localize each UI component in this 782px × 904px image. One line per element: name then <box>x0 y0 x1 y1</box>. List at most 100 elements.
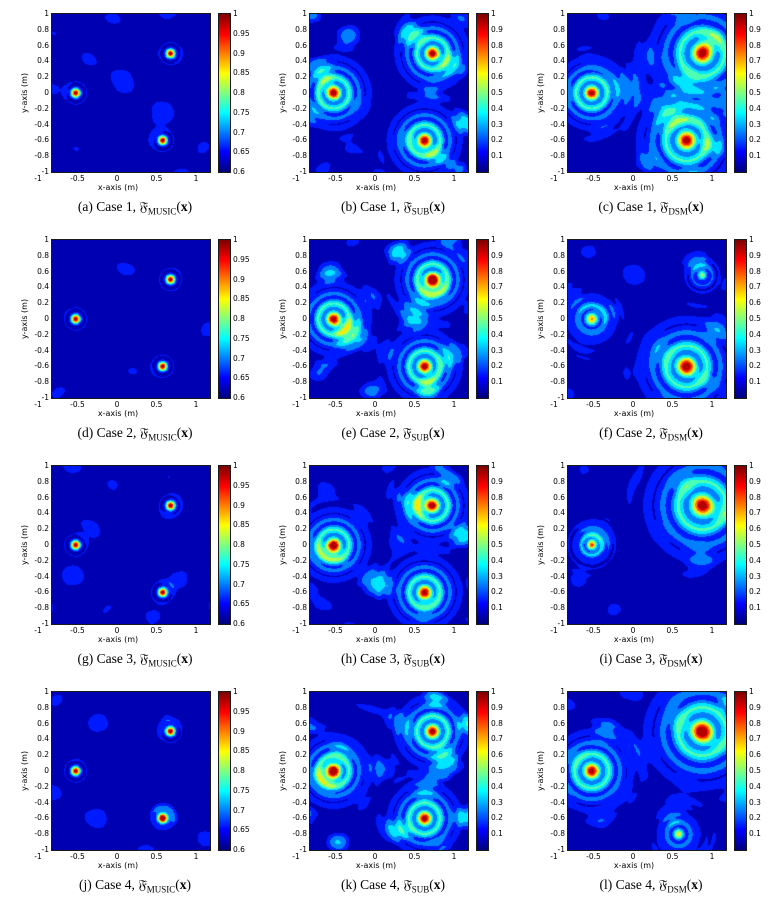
y-tick-label: -0.4 <box>550 345 565 355</box>
colorbar-tick-label: 0.1 <box>491 829 503 839</box>
subplot-panel: y-axis (m) 1 0.8 0.6 0.4 0.2 0 -0.2 -0.4 -0.6 -0.… <box>264 0 522 226</box>
y-tick-label: -1 <box>41 393 49 402</box>
x-axis-label: x-axis (m) <box>613 861 655 870</box>
colorbar-tick-label: 0.7 <box>233 127 245 137</box>
caption-open-paren: ( <box>175 877 180 892</box>
subplot-panel: y-axis (m) 1 0.8 0.6 0.4 0.2 0 -0.2 -0.4 -0.6 -0.… <box>522 0 780 226</box>
caption-prefix: (b) Case 1, <box>340 199 404 214</box>
colorbar-tick-label: 0.7 <box>491 56 503 66</box>
caption-open-paren: ( <box>686 877 692 892</box>
colorbar-tick-label: 0.75 <box>233 107 250 117</box>
y-tick-label: 0.6 <box>37 718 49 728</box>
functional-symbol: 𝔉̃ <box>139 199 148 214</box>
colorbar-tick-label: 0.65 <box>233 147 250 157</box>
subplot-caption: (f) Case 2, 𝔉̃DSM(x) <box>599 425 703 443</box>
caption-x-argument: x <box>691 425 699 440</box>
y-tick-label: 0.8 <box>37 250 49 260</box>
plot-area: y-axis (m) 1 0.8 0.6 0.4 0.2 0 -0.2 -0.4 -0.6 -0.… <box>19 9 251 176</box>
y-tick-label: 0.8 <box>553 476 565 486</box>
y-axis-label: y-axis (m) <box>278 298 287 340</box>
x-axis-label: x-axis (m) <box>97 409 139 418</box>
y-tick-label: 0.4 <box>37 56 49 66</box>
colorbar-tick-label: 0.9 <box>491 250 503 260</box>
colorbar-tick-label: 0.3 <box>749 571 761 581</box>
y-tick-label: 0 <box>560 540 565 549</box>
y-tick-label: 0.4 <box>295 734 307 744</box>
colorbar-tick-label: 0.9 <box>233 48 245 58</box>
colorbar <box>218 691 231 851</box>
colorbar-tick-label: 0.9 <box>491 24 503 34</box>
colorbar-tick-label: 0.9 <box>491 702 503 712</box>
colorbar-tick-label: 0.2 <box>749 361 761 371</box>
caption-x-argument: x <box>692 199 700 214</box>
colorbar-tick-label: 0.2 <box>749 587 761 597</box>
colorbar-tick-label: 0.2 <box>491 587 503 597</box>
x-tick-label: 0.5 <box>666 400 679 409</box>
x-tick-label: -1 <box>550 852 558 861</box>
y-tick-label: 0.6 <box>553 40 565 50</box>
y-tick-label: 0.6 <box>295 266 307 276</box>
y-tick-label: 0.6 <box>295 492 307 502</box>
colorbar-tick-label: 0.7 <box>491 508 503 518</box>
y-tick-label: -0.8 <box>550 829 565 839</box>
x-tick-label: 0.5 <box>666 626 679 635</box>
caption-close-paren: ) <box>699 199 704 214</box>
subplot-panel: y-axis (m) 1 0.8 0.6 0.4 0.2 0 -0.2 -0.4 -0.6 -0.… <box>6 678 264 904</box>
colorbar-tick-labels: 1 0.9 0.8 0.7 0.6 0.5 0.4 0.3 0.2 0.1 <box>747 9 767 173</box>
y-tick-label: -0.2 <box>550 103 565 113</box>
functional-subscript: MUSIC <box>147 206 177 217</box>
subplot-caption: (j) Case 4, 𝔉̃MUSIC(x) <box>79 877 191 895</box>
colorbar-tick-label: 0.9 <box>749 702 761 712</box>
y-tick-label: -0.8 <box>292 829 307 839</box>
colorbar-tick-label: 0.3 <box>491 119 503 129</box>
x-tick-label: -1 <box>550 400 558 409</box>
y-axis-label: y-axis (m) <box>278 72 287 114</box>
colorbar-tick-label: 0.95 <box>233 480 250 490</box>
colorbar-tick-label: 0.6 <box>749 72 761 82</box>
y-tick-label: 0.2 <box>553 750 565 760</box>
colorbar-tick-label: 0.6 <box>491 72 503 82</box>
y-tick-label: 0.4 <box>37 282 49 292</box>
colorbar-tick-label: 0.2 <box>749 813 761 823</box>
colorbar-tick-label: 0.8 <box>491 266 503 276</box>
y-tick-label: -0.8 <box>550 377 565 387</box>
heatmap-canvas <box>567 13 727 173</box>
functional-subscript: MUSIC <box>148 658 177 669</box>
y-tick-label: 0.8 <box>295 702 307 712</box>
x-tick-labels: -1 -0.5 0 0.5 1 <box>550 851 714 861</box>
colorbar-tick-label: 0.3 <box>491 571 503 581</box>
y-tick-label: 0.8 <box>553 24 565 34</box>
colorbar-tick-label: 1 <box>233 461 238 470</box>
caption-open-paren: ( <box>428 425 434 440</box>
caption-prefix: (a) Case 1, <box>77 199 140 214</box>
x-axis-label: x-axis (m) <box>613 409 655 418</box>
x-tick-label: 0.5 <box>666 852 679 861</box>
y-tick-labels: 1 0.8 0.6 0.4 0.2 0 -0.2 -0.4 -0.6 -0.8 -1 <box>288 9 309 176</box>
y-tick-label: -0.2 <box>550 555 565 565</box>
caption-close-paren: ) <box>188 651 193 666</box>
colorbar-tick-label: 1 <box>749 235 754 244</box>
y-tick-labels: 1 0.8 0.6 0.4 0.2 0 -0.2 -0.4 -0.6 -0.8 -1 <box>30 9 51 176</box>
y-tick-label: -0.8 <box>34 151 49 161</box>
colorbar-tick-label: 0.7 <box>233 579 245 589</box>
colorbar-tick-label: 0.9 <box>233 726 245 736</box>
colorbar-tick-labels: 1 0.9 0.8 0.7 0.6 0.5 0.4 0.3 0.2 0.1 <box>489 461 509 625</box>
y-tick-label: 0.6 <box>553 492 565 502</box>
x-tick-label: 1 <box>193 626 199 635</box>
colorbar-tick-label: 0.65 <box>233 373 250 383</box>
caption-close-paren: ) <box>188 425 193 440</box>
x-tick-label: 1 <box>451 852 457 861</box>
functional-symbol: 𝔉̃ <box>403 651 412 666</box>
colorbar-tick-label: 0.5 <box>491 314 503 323</box>
y-tick-label: 0.4 <box>553 282 565 292</box>
colorbar <box>218 13 231 173</box>
x-tick-label: -0.5 <box>328 174 343 183</box>
x-tick-label: -1 <box>34 626 42 635</box>
caption-prefix: (g) Case 3, <box>77 651 140 666</box>
colorbar-tick-label: 0.4 <box>749 781 761 791</box>
colorbar-tick-label: 0.4 <box>749 103 761 113</box>
y-tick-label: -0.8 <box>34 603 49 613</box>
x-axis-label: x-axis (m) <box>355 409 397 418</box>
y-tick-label: 0 <box>302 314 307 323</box>
